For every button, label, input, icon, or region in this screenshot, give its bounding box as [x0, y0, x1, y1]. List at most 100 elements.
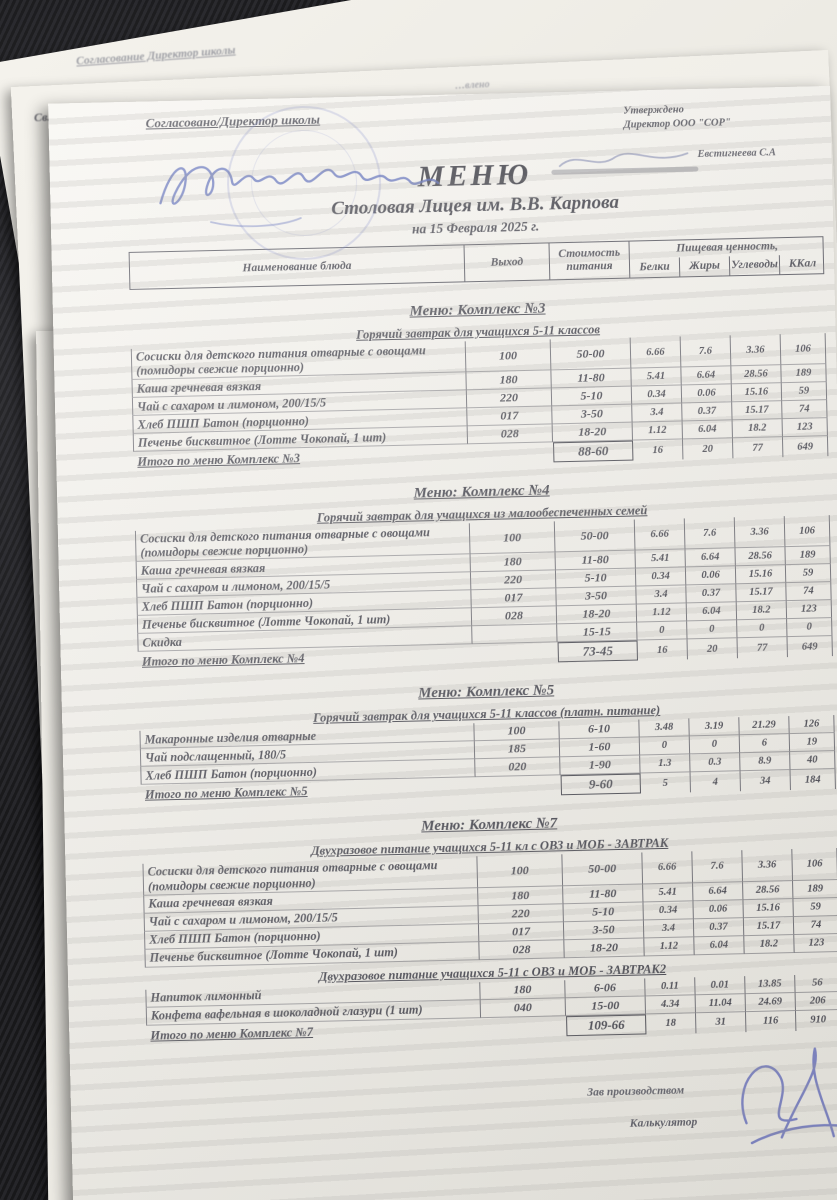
fat-cell: 20	[682, 438, 734, 460]
menu-section: Меню: Комплекс №7 Двухразовое питание уч…	[142, 810, 837, 1046]
portion-cell: 180	[480, 980, 566, 1000]
kcal-cell: 59	[793, 897, 837, 917]
fat-cell: 4	[690, 771, 741, 793]
protein-cell: 0.34	[631, 385, 683, 405]
protein-cell: 0.11	[645, 977, 696, 997]
fat-cell: 6.04	[686, 602, 738, 622]
carbs-cell: 6	[739, 734, 791, 754]
carbs-cell: 15.17	[732, 401, 783, 421]
cost-cell: 50-00	[554, 519, 636, 553]
menu-section: Меню: Комплекс №3 Горячий завтрак для уч…	[130, 294, 829, 472]
menu-section: Меню: Комплекс №5 Горячий завтрак для уч…	[139, 677, 836, 806]
carbs-cell: 15.17	[736, 583, 787, 603]
kcal-cell: 40	[790, 751, 836, 771]
portion-cell: 028	[471, 606, 558, 627]
carbs-cell: 3.36	[734, 516, 786, 549]
carbs-cell: 28.56	[731, 365, 782, 385]
col-fat: Жиры	[679, 256, 731, 277]
carbs-cell: 34	[740, 770, 791, 792]
fat-cell: 0.37	[682, 402, 733, 422]
protein-cell: 3.48	[639, 718, 690, 738]
cost-cell: 15-15	[557, 622, 638, 643]
col-kcal: ККал	[788, 257, 817, 271]
carbs-cell: 0	[737, 619, 788, 639]
carbs-cell: 15.16	[731, 383, 783, 403]
cost-cell: 5-10	[555, 569, 637, 589]
portion-cell: 028	[479, 940, 565, 960]
cost-cell: 6-10	[559, 719, 640, 740]
portion-cell: 017	[471, 588, 557, 609]
kcal-cell: 189	[793, 879, 837, 899]
fat-cell: 6.64	[693, 881, 744, 902]
carbs-cell: 28.56	[743, 880, 794, 900]
kcal-cell: 106	[792, 848, 837, 881]
portion-cell: 028	[467, 424, 554, 445]
fat-cell: 0.37	[693, 917, 745, 938]
carbs-cell: 3.36	[730, 334, 782, 367]
kcal-cell: 649	[787, 636, 833, 658]
carbs-cell: 18.2	[732, 419, 783, 439]
cost-cell: 50-00	[562, 852, 644, 887]
carbs-cell: 8.9	[740, 752, 791, 772]
approved-line2: Директор ООО "СОР"	[623, 116, 731, 131]
carbs-cell: 116	[745, 1010, 797, 1032]
protein-cell: 1.12	[636, 603, 688, 623]
cost-cell: 11-80	[551, 368, 632, 389]
portion-cell: 180	[478, 886, 564, 906]
col-portion: Выход	[464, 243, 551, 282]
fat-cell: 0.37	[686, 584, 737, 604]
fat-cell: 6.04	[694, 935, 745, 956]
protein-cell: 5	[640, 772, 692, 794]
cost-cell: 18-20	[564, 938, 645, 959]
protein-cell: 16	[632, 439, 684, 461]
approved-block: Утверждено Директор ООО "СОР"	[623, 102, 731, 132]
portion-cell	[481, 1016, 566, 1038]
fat-cell: 6.04	[682, 420, 733, 440]
cost-cell: 15-00	[565, 996, 647, 1016]
kcal-cell: 189	[781, 364, 827, 384]
fat-cell: 7.6	[680, 335, 732, 368]
kcal-cell: 649	[782, 436, 829, 458]
kcal-cell: 910	[795, 1009, 837, 1031]
kcal-cell: 106	[784, 515, 831, 548]
cost-cell: 1-90	[560, 755, 641, 776]
kcal-cell: 74	[786, 582, 832, 602]
section-body: Горячий завтрак для учащихся 5-11 классо…	[139, 700, 836, 806]
bottom-signature-icon	[741, 1047, 837, 1145]
carbs-cell: 18.2	[736, 601, 788, 621]
section-body: Двухразовое питание учащихся 5-11 кл с О…	[142, 833, 837, 1046]
protein-cell: 0.34	[643, 901, 694, 921]
cost-cell: 1-60	[559, 737, 641, 758]
carbs-cell: 77	[732, 437, 784, 459]
fat-cell: 20	[687, 638, 738, 660]
portion-cell: 017	[478, 922, 565, 942]
menu-sections-container: Меню: Комплекс №3 Горячий завтрак для уч…	[53, 294, 837, 1047]
approver-signature-icon	[551, 152, 699, 175]
cost-cell: 11-80	[563, 884, 644, 905]
fat-cell: 31	[695, 1011, 747, 1034]
portion-cell: 185	[474, 739, 561, 760]
portion-cell	[472, 624, 558, 645]
portion-cell: 100	[465, 339, 552, 373]
portion-cell	[476, 776, 561, 798]
carbs-cell: 18.2	[744, 934, 795, 954]
cost-cell: 18-20	[552, 422, 633, 443]
fat-cell: 0.01	[695, 975, 746, 996]
kcal-cell: 59	[785, 564, 832, 584]
menu-document-page: Согласовано/Директор школы Утверждено Ди…	[48, 86, 837, 1200]
protein-cell: 1.12	[632, 421, 683, 441]
cost-cell: 88-60	[553, 440, 634, 463]
carbs-cell: 15.17	[743, 916, 795, 936]
approver-name: Евстигнеева С.А	[697, 147, 777, 161]
kcal-cell: 206	[795, 991, 837, 1011]
portion-cell: 100	[477, 854, 564, 888]
fat-cell: 11.04	[695, 993, 746, 1014]
kcal-cell: 0	[787, 618, 833, 638]
col-carbs: Углеводы	[729, 255, 781, 276]
portion-cell	[468, 443, 553, 465]
fat-cell: 0.06	[685, 566, 737, 586]
protein-cell: 5.41	[631, 367, 682, 387]
cost-cell: 5-10	[551, 386, 633, 407]
portion-cell: 220	[466, 388, 553, 409]
